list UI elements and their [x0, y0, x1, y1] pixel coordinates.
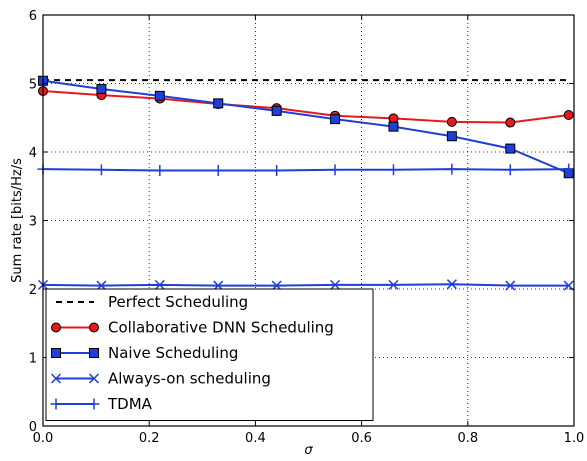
- data-point: [446, 163, 458, 175]
- data-point: [95, 164, 107, 176]
- series-2: [38, 75, 574, 179]
- legend-marker: [51, 322, 61, 333]
- x-marker-stroke: [388, 279, 399, 290]
- y-tick-label: 5: [29, 78, 37, 93]
- legend-item: Naive Scheduling: [51, 344, 238, 362]
- tick-layer: 0.0 0.2 0.4 0.6 0.8 1.0 0 1 2 3 4 5 6: [29, 9, 585, 446]
- data-point: [154, 90, 165, 101]
- data-point: [330, 114, 341, 125]
- legend-item: Always-on scheduling: [50, 370, 271, 388]
- data-point: [388, 121, 399, 132]
- data-point: [446, 279, 457, 290]
- y-tick-label: 1: [29, 352, 37, 367]
- x-marker-stroke: [563, 280, 574, 291]
- data-point: [505, 117, 516, 128]
- x-marker-stroke: [154, 279, 165, 290]
- legend-marker: [88, 398, 100, 410]
- data-point: [330, 279, 341, 290]
- legend-box: [45, 288, 374, 421]
- y-tick-label: 6: [29, 9, 37, 24]
- legend-label: Naive Scheduling: [108, 344, 238, 362]
- y-axis-label: Sum rate [bits/Hz/s: [10, 158, 25, 283]
- legend-marker: [88, 373, 100, 384]
- y-tick-label: 4: [29, 146, 37, 161]
- data-point: [271, 164, 283, 176]
- x-marker-stroke: [88, 373, 100, 384]
- legend-label: Always-on scheduling: [108, 370, 271, 388]
- data-point: [505, 143, 516, 154]
- data-point: [505, 280, 516, 291]
- data-point: [446, 116, 457, 127]
- data-point: [271, 105, 282, 116]
- data-point: [329, 164, 341, 176]
- legend-marker: [50, 373, 62, 384]
- legend-label: TDMA: [107, 395, 153, 413]
- series-line: [42, 283, 569, 287]
- series-line: [42, 90, 569, 124]
- x-marker-stroke: [330, 279, 341, 290]
- data-point: [154, 279, 165, 290]
- legend-item: Collaborative DNN Scheduling: [51, 319, 334, 337]
- data-point: [388, 113, 399, 124]
- data-point: [154, 164, 166, 176]
- x-marker-stroke: [446, 279, 457, 290]
- legend-label: Collaborative DNN Scheduling: [108, 319, 334, 337]
- x-tick-label: 0.6: [351, 431, 372, 446]
- x-axis-label: σ: [304, 443, 313, 458]
- legend: Perfect Scheduling Collaborative DNN Sche…: [45, 288, 374, 421]
- y-tick-label: 0: [29, 420, 37, 435]
- data-point: [212, 164, 224, 176]
- series-1: [38, 86, 574, 128]
- x-tick-label: 1.0: [564, 431, 585, 446]
- series-line: [42, 79, 570, 175]
- legend-item: TDMA: [50, 395, 153, 413]
- data-point: [563, 110, 574, 121]
- x-tick-label: 0.8: [457, 431, 478, 446]
- x-tick-label: 0.2: [139, 431, 160, 446]
- legend-marker: [89, 322, 99, 333]
- data-point: [387, 164, 399, 176]
- series-4: [37, 163, 575, 176]
- y-tick-label: 2: [29, 283, 37, 298]
- data-point: [96, 83, 107, 94]
- series-layer: [37, 75, 575, 291]
- legend-marker: [50, 398, 62, 410]
- x-tick-label: 0.4: [245, 431, 266, 446]
- y-tick-label: 3: [29, 215, 37, 230]
- data-point: [213, 98, 224, 109]
- series-3: [37, 279, 574, 291]
- x-marker-stroke: [50, 373, 62, 384]
- x-tick-label: 0.0: [33, 431, 54, 446]
- legend-marker: [51, 348, 61, 358]
- legend-item: Perfect Scheduling: [56, 293, 248, 311]
- data-point: [504, 164, 516, 176]
- legend-label: Perfect Scheduling: [108, 293, 248, 311]
- x-marker-stroke: [505, 280, 516, 291]
- series-line: [42, 168, 569, 172]
- data-point: [446, 131, 457, 142]
- data-point: [563, 163, 575, 175]
- legend-marker: [89, 348, 99, 358]
- data-point: [388, 279, 399, 290]
